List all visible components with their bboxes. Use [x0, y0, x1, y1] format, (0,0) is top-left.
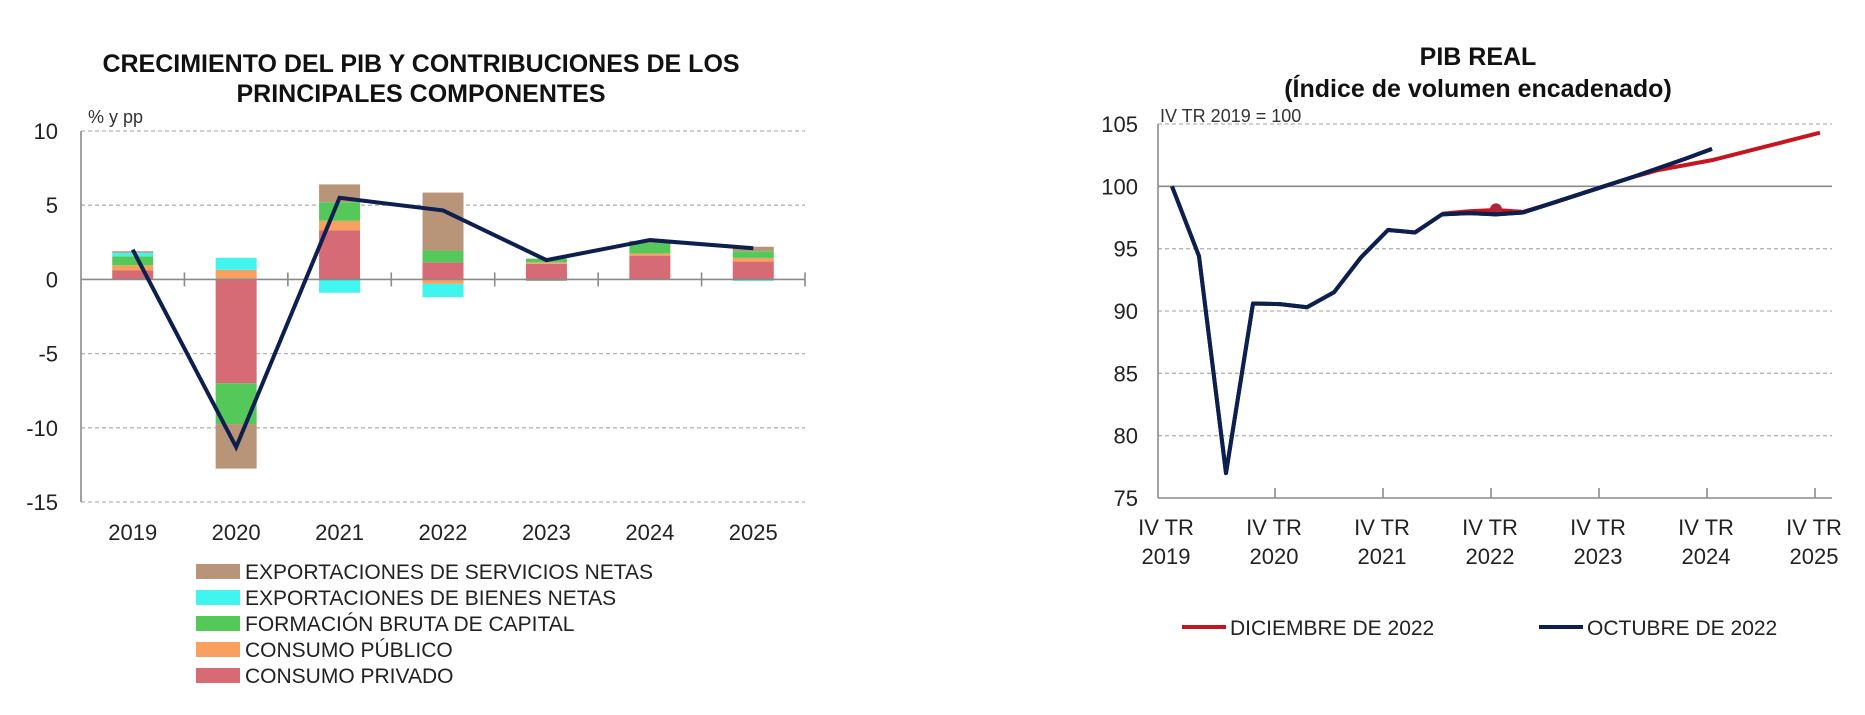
x-tick-label-year: 2020 — [1250, 544, 1299, 569]
legend-swatch — [196, 668, 240, 683]
bar-segment — [112, 270, 154, 280]
y-tick-label: 10 — [34, 119, 58, 144]
bar-segment — [215, 257, 257, 270]
x-tick-label: 2023 — [522, 520, 571, 545]
legend-label: FORMACIÓN BRUTA DE CAPITAL — [245, 613, 574, 636]
bar-segment — [422, 262, 464, 280]
data-marker — [1490, 203, 1502, 216]
legend-swatch — [196, 564, 240, 579]
bar-segment — [732, 251, 774, 258]
chart-title: PIB REAL — [1420, 43, 1537, 71]
bar-segment — [319, 220, 361, 231]
bar-segment — [629, 243, 671, 254]
y-tick-label: 105 — [1101, 112, 1138, 137]
x-tick-label-year: 2025 — [1790, 544, 1839, 569]
bar-segment — [732, 261, 774, 280]
y-tick-label: 90 — [1114, 299, 1138, 324]
x-tick-label-quarter: IV TR — [1678, 515, 1734, 540]
legend-label: CONSUMO PÚBLICO — [245, 639, 453, 662]
x-tick-label-quarter: IV TR — [1462, 515, 1518, 540]
x-tick-label-year: 2021 — [1358, 544, 1407, 569]
bar-segment — [112, 265, 154, 271]
y-tick-label: 80 — [1114, 424, 1138, 449]
bar-segment — [732, 257, 774, 262]
gdp-growth-line — [130, 195, 754, 452]
x-tick-label: 2022 — [419, 520, 468, 545]
y-tick-label: 0 — [46, 267, 58, 292]
legend-swatch — [196, 642, 240, 657]
y-axis-unit-label: % y pp — [88, 107, 143, 127]
legend-label: EXPORTACIONES DE SERVICIOS NETAS — [245, 561, 653, 584]
y-tick-label: 100 — [1101, 174, 1138, 199]
x-tick-label-year: 2022 — [1466, 544, 1515, 569]
x-tick-label-year: 2019 — [1142, 544, 1191, 569]
x-tick-label: 2024 — [625, 520, 674, 545]
bar-segment — [422, 279, 464, 284]
legend-label: DICIEMBRE DE 2022 — [1230, 617, 1434, 640]
bar-segment — [319, 202, 361, 221]
y-tick-label: 95 — [1114, 237, 1138, 262]
october-2022-line-overlay — [1170, 147, 1713, 476]
bar-segment — [422, 192, 464, 251]
december-2022-line — [1441, 130, 1821, 216]
bar-segment — [629, 255, 671, 280]
bar-segment — [215, 279, 257, 384]
chart-title-line-1: CRECIMIENTO DEL PIB Y CONTRIBUCIONES DE … — [102, 50, 739, 78]
x-tick-label: 2020 — [212, 520, 261, 545]
bar-segment — [112, 256, 154, 266]
x-tick-label-quarter: IV TR — [1570, 515, 1626, 540]
bar-segment — [112, 252, 154, 257]
x-tick-label: 2021 — [315, 520, 364, 545]
october-2022-line — [1170, 147, 1713, 476]
y-tick-label: 5 — [46, 193, 58, 218]
bar-segment — [629, 253, 671, 256]
legend-label: CONSUMO PRIVADO — [245, 665, 453, 688]
bar-segment — [422, 283, 464, 298]
y-tick-label: 75 — [1114, 486, 1138, 511]
bar-segment — [732, 246, 774, 252]
y-tick-label: -15 — [26, 490, 58, 515]
x-tick-label-quarter: IV TR — [1246, 515, 1302, 540]
base-annotation: IV TR 2019 = 100 — [1160, 106, 1301, 126]
gdp-contributions-chart: CRECIMIENTO DEL PIB Y CONTRIBUCIONES DE … — [26, 50, 806, 688]
legend-swatch — [196, 590, 240, 605]
y-tick-label: -10 — [26, 416, 58, 441]
legend-label: EXPORTACIONES DE BIENES NETAS — [245, 587, 616, 610]
x-tick-label: 2019 — [108, 520, 157, 545]
legend-label: OCTUBRE DE 2022 — [1587, 617, 1777, 640]
bar-segment — [525, 262, 567, 264]
x-tick-label-quarter: IV TR — [1786, 515, 1842, 540]
x-tick-label: 2025 — [729, 520, 778, 545]
y-tick-label: 85 — [1114, 361, 1138, 386]
y-tick-label: -5 — [38, 342, 58, 367]
bar-segment — [319, 230, 361, 280]
legend-swatch — [196, 616, 240, 631]
chart-subtitle: (Índice de volumen encadenado) — [1284, 74, 1672, 103]
bar-segment — [422, 250, 464, 263]
bar-segment — [319, 279, 361, 293]
x-tick-label-quarter: IV TR — [1354, 515, 1410, 540]
x-tick-label-quarter: IV TR — [1138, 515, 1194, 540]
bar-segment — [215, 269, 257, 280]
x-tick-label-year: 2023 — [1574, 544, 1623, 569]
chart-title-line-2: PRINCIPALES COMPONENTES — [236, 80, 605, 108]
x-tick-label-year: 2024 — [1682, 544, 1731, 569]
bar-segment — [525, 263, 567, 280]
